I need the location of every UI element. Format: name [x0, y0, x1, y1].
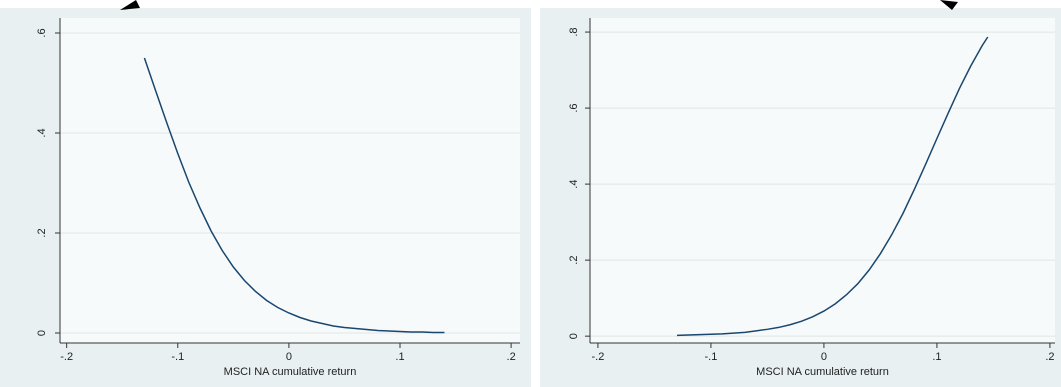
x-tick-label: -.2	[591, 351, 604, 363]
x-tick-label: 0	[286, 351, 292, 363]
y-tick-label: .2	[36, 228, 48, 237]
y-tick-label: 0	[36, 330, 48, 336]
y-tick-label: 0	[568, 333, 580, 339]
x-tick-label: -.2	[60, 351, 73, 363]
y-tick-label: .4	[568, 180, 580, 189]
y-tick-label: .6	[568, 103, 580, 112]
x-tick-label: -.1	[704, 351, 717, 363]
plot-area	[590, 18, 1055, 343]
y-tick-label: .8	[568, 27, 580, 36]
x-axis-title: MSCI NA cumulative return	[224, 366, 357, 378]
x-tick-label: .1	[932, 351, 941, 363]
x-tick-label: 0	[821, 351, 827, 363]
y-tick-label: .6	[36, 28, 48, 37]
x-tick-label: .1	[395, 351, 404, 363]
x-tick-label: .2	[507, 351, 516, 363]
x-tick-label: .2	[1045, 351, 1054, 363]
x-tick-label: -.1	[171, 351, 184, 363]
plot-area	[60, 18, 520, 343]
y-tick-label: .2	[568, 256, 580, 265]
page: 0 .2 .4 .6 -.2 -.1 0 .1 .2 MSCI NA cumulative ret…	[0, 0, 1061, 387]
y-tick-label: .4	[36, 128, 48, 137]
x-axis-title: MSCI NA cumulative return	[756, 366, 889, 378]
figure: 0 .2 .4 .6 -.2 -.1 0 .1 .2 MSCI NA cumulative ret…	[0, 0, 1061, 387]
